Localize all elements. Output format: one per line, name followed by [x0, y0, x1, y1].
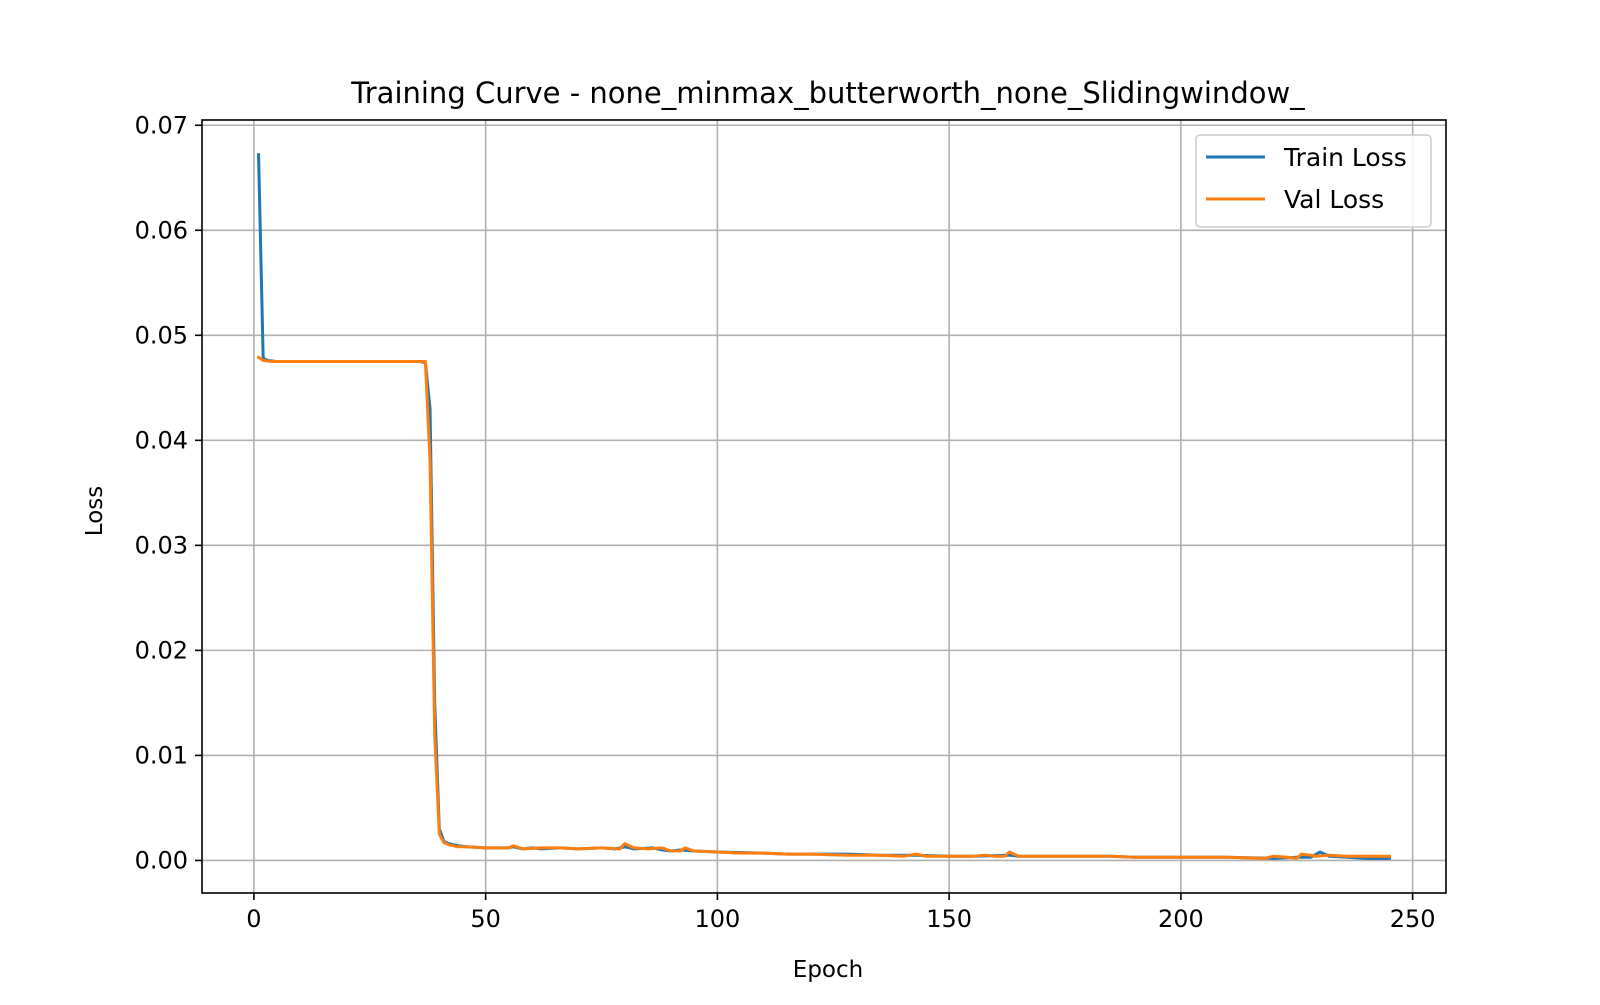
legend-label-train-loss: Train Loss — [1283, 143, 1407, 172]
series-line-val-loss — [256, 355, 1391, 860]
x-tick-label: 50 — [470, 905, 501, 933]
y-tick-label: 0.07 — [135, 111, 188, 139]
x-tick-label: 0 — [246, 905, 261, 933]
grid — [202, 120, 1446, 893]
y-tick-label: 0.01 — [135, 741, 188, 769]
chart-title: Training Curve - none_minmax_butterworth… — [350, 76, 1305, 110]
y-tick-label: 0.06 — [135, 216, 188, 244]
x-tick-label: 200 — [1158, 905, 1204, 933]
y-tick-label: 0.04 — [135, 426, 188, 454]
y-tick-label: 0.00 — [135, 846, 188, 874]
x-tick-label: 150 — [926, 905, 972, 933]
x-tick-label: 100 — [694, 905, 740, 933]
ticks: 0 50 100 150 200 250 0.00 0.01 0.02 0.03 0.04 0.05 0… — [135, 111, 1436, 933]
legend: Train Loss Val Loss — [1195, 134, 1432, 228]
y-tick-label: 0.05 — [135, 321, 188, 349]
y-tick-label: 0.03 — [135, 531, 188, 559]
plot-frame — [201, 119, 1447, 894]
y-tick-label: 0.02 — [135, 636, 188, 664]
series-layer — [256, 153, 1391, 860]
legend-label-val-loss: Val Loss — [1284, 185, 1384, 214]
y-axis-label: Loss — [82, 486, 108, 536]
x-tick-label: 250 — [1390, 905, 1436, 933]
x-axis-label: Epoch — [793, 957, 863, 983]
